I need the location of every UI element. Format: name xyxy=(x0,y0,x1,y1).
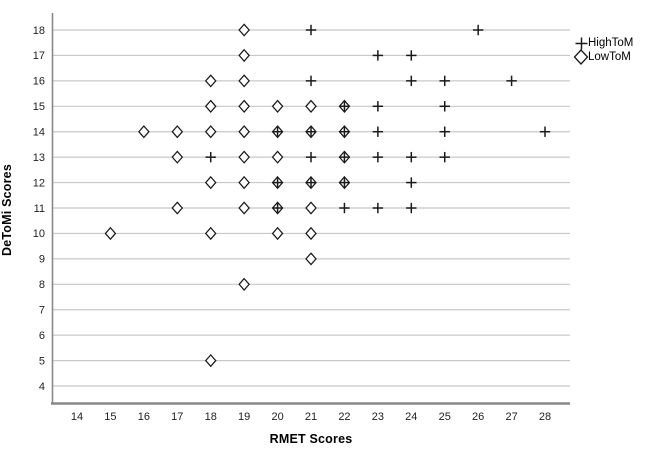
data-point-lowtom xyxy=(238,48,250,63)
x-tick-label: 27 xyxy=(505,411,517,423)
legend-label-hightom: HighToM xyxy=(588,37,634,49)
data-point-hightom xyxy=(339,202,350,214)
data-point-hightom xyxy=(305,151,317,163)
data-point-hightom xyxy=(406,151,417,163)
data-point-lowtom xyxy=(305,226,317,241)
y-tick-label: 9 xyxy=(39,254,45,266)
data-point-hightom xyxy=(305,24,317,36)
data-point-lowtom xyxy=(204,175,217,190)
x-tick-label: 24 xyxy=(405,411,417,423)
data-point-lowtom xyxy=(238,125,250,139)
data-point-hightom xyxy=(272,202,283,214)
data-point-hightom xyxy=(406,50,417,61)
x-tick-label: 14 xyxy=(71,411,83,423)
data-point-hightom xyxy=(272,126,283,137)
data-point-hightom xyxy=(406,75,417,87)
data-point-lowtom xyxy=(271,226,284,241)
legend-label-lowtom: LowToM xyxy=(588,51,631,63)
data-point-hightom xyxy=(439,126,450,137)
data-point-hightom xyxy=(372,202,384,214)
data-point-lowtom xyxy=(171,150,184,164)
data-point-lowtom xyxy=(138,125,150,139)
diamond-marker-icon xyxy=(573,49,589,65)
data-point-lowtom xyxy=(171,201,184,215)
data-point-hightom xyxy=(372,50,384,61)
data-point-hightom xyxy=(506,75,517,87)
data-point-hightom xyxy=(439,101,450,112)
y-tick-label: 6 xyxy=(39,330,45,342)
x-tick-label: 16 xyxy=(138,411,150,423)
data-point-hightom xyxy=(439,75,450,87)
y-tick-label: 12 xyxy=(33,177,45,189)
data-point-lowtom xyxy=(204,226,217,241)
data-point-lowtom xyxy=(305,252,317,266)
x-tick-label: 19 xyxy=(238,411,250,423)
data-point-lowtom xyxy=(238,175,250,190)
x-tick-label: 23 xyxy=(372,411,384,423)
y-tick-label: 11 xyxy=(34,203,45,215)
y-tick-label: 7 xyxy=(39,305,45,317)
y-tick-label: 14 xyxy=(33,127,45,139)
data-point-lowtom xyxy=(305,99,317,113)
data-point-hightom xyxy=(539,126,551,137)
x-tick-label: 25 xyxy=(439,411,451,423)
x-tick-label: 17 xyxy=(171,411,183,423)
x-tick-label: 15 xyxy=(104,411,116,423)
data-point-hightom xyxy=(305,126,317,137)
legend-item-lowtom: LowToM xyxy=(573,49,633,65)
x-tick-label: 28 xyxy=(539,411,551,423)
x-tick-label: 18 xyxy=(205,411,217,423)
y-tick-label: 8 xyxy=(39,279,45,291)
y-tick-label: 5 xyxy=(39,355,45,367)
data-point-hightom xyxy=(305,177,317,188)
x-tick-label: 21 xyxy=(305,411,317,423)
data-point-hightom xyxy=(406,202,417,214)
data-point-lowtom xyxy=(271,150,284,164)
x-axis-title: RMET Scores xyxy=(269,432,353,446)
data-point-lowtom xyxy=(204,99,217,113)
y-axis-title: DeToMi Scores xyxy=(0,164,14,256)
data-point-lowtom xyxy=(238,150,250,164)
legend: HighToM LowToM xyxy=(573,36,633,65)
data-point-hightom xyxy=(339,177,350,188)
data-point-hightom xyxy=(205,151,216,163)
y-tick-label: 4 xyxy=(39,381,45,393)
data-point-hightom xyxy=(406,177,417,188)
data-point-lowtom xyxy=(204,353,217,368)
y-tick-label: 13 xyxy=(33,152,45,164)
x-tick-label: 22 xyxy=(338,411,350,423)
data-point-hightom xyxy=(372,126,384,137)
data-point-hightom xyxy=(339,101,350,112)
data-point-hightom xyxy=(339,126,350,137)
data-point-lowtom xyxy=(238,74,250,88)
data-point-lowtom xyxy=(271,99,284,113)
data-point-lowtom xyxy=(305,201,317,215)
data-point-lowtom xyxy=(238,99,250,113)
data-point-lowtom xyxy=(238,277,250,291)
data-point-lowtom xyxy=(238,23,250,37)
data-point-hightom xyxy=(372,151,384,163)
data-point-hightom xyxy=(372,101,384,112)
data-point-lowtom xyxy=(238,201,250,215)
y-tick-label: 10 xyxy=(33,228,45,240)
data-point-hightom xyxy=(305,75,317,87)
data-point-hightom xyxy=(472,24,484,36)
y-tick-label: 15 xyxy=(33,101,45,113)
y-tick-label: 17 xyxy=(33,50,45,62)
data-point-hightom xyxy=(272,177,283,188)
data-point-lowtom xyxy=(204,125,217,139)
plus-marker-icon xyxy=(573,35,589,51)
legend-item-hightom: HighToM xyxy=(573,36,633,50)
data-point-lowtom xyxy=(171,125,184,139)
data-point-lowtom xyxy=(204,74,217,88)
y-tick-label: 18 xyxy=(33,25,45,37)
x-tick-label: 20 xyxy=(271,411,283,423)
data-point-lowtom xyxy=(104,226,117,241)
data-point-hightom xyxy=(439,151,450,163)
y-tick-label: 16 xyxy=(33,76,45,88)
x-tick-label: 26 xyxy=(472,411,484,423)
data-point-hightom xyxy=(339,151,350,163)
